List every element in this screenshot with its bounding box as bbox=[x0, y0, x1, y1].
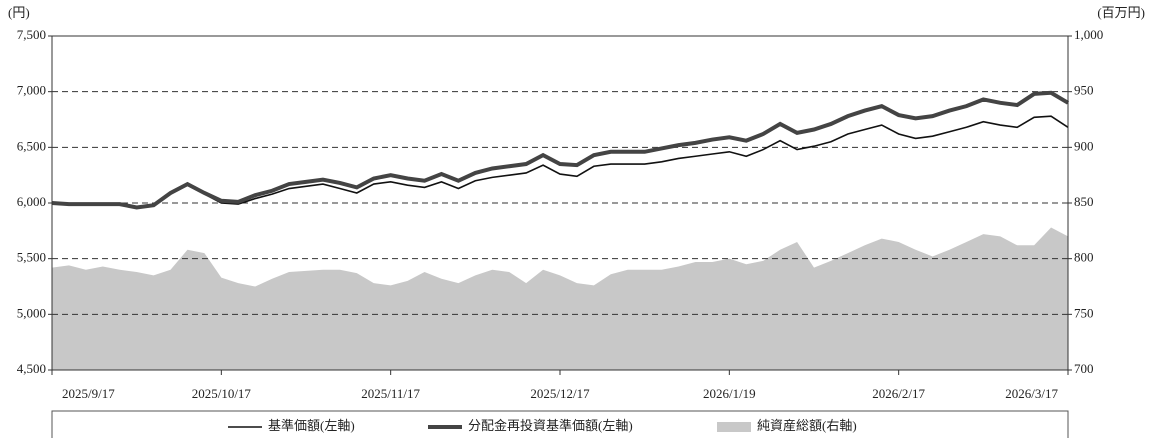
y2-tick-label: 850 bbox=[1074, 194, 1094, 209]
area bbox=[52, 227, 1068, 370]
plot-frame bbox=[51, 35, 1069, 371]
x-tick-label: 2025/10/17 bbox=[192, 386, 252, 401]
y-tick-label: 6,000 bbox=[17, 194, 46, 209]
y-tick-label: 4,500 bbox=[17, 361, 46, 376]
x-tick-label: 2025/11/17 bbox=[361, 386, 420, 401]
x-tick-label: 2026/3/17 bbox=[1005, 386, 1058, 401]
y2-tick-label: 750 bbox=[1074, 305, 1094, 320]
y2-tick-label: 1,000 bbox=[1074, 27, 1103, 42]
legend-swatch bbox=[717, 422, 751, 432]
y-tick-label: 7,000 bbox=[17, 83, 46, 98]
x-tick-label: 2025/9/17 bbox=[62, 386, 115, 401]
y2-tick-label: 800 bbox=[1074, 250, 1094, 265]
y-unit-label: (円) bbox=[8, 5, 30, 20]
y-tick-label: 6,500 bbox=[17, 138, 46, 153]
y-tick-label: 5,000 bbox=[17, 305, 46, 320]
legend-label: 分配金再投資基準価額(左軸) bbox=[468, 418, 633, 433]
legend-label: 基準価額(左軸) bbox=[268, 418, 355, 433]
legend-label: 純資産総額(右軸) bbox=[757, 418, 857, 433]
y2-tick-label: 700 bbox=[1074, 361, 1094, 376]
y2-tick-label: 950 bbox=[1074, 83, 1094, 98]
x-tick-label: 2026/2/17 bbox=[872, 386, 925, 401]
y-tick-label: 5,500 bbox=[17, 250, 46, 265]
plot bbox=[52, 227, 1068, 370]
y2-tick-label: 900 bbox=[1074, 138, 1094, 153]
x-tick-label: 2025/12/17 bbox=[530, 386, 590, 401]
y2-unit-label: (百万円) bbox=[1097, 5, 1145, 20]
x-tick-label: 2026/1/19 bbox=[703, 386, 756, 401]
legend-box bbox=[51, 410, 1069, 438]
line bbox=[51, 90, 1070, 210]
y-tick-label: 7,500 bbox=[17, 27, 46, 42]
line bbox=[51, 115, 1069, 209]
